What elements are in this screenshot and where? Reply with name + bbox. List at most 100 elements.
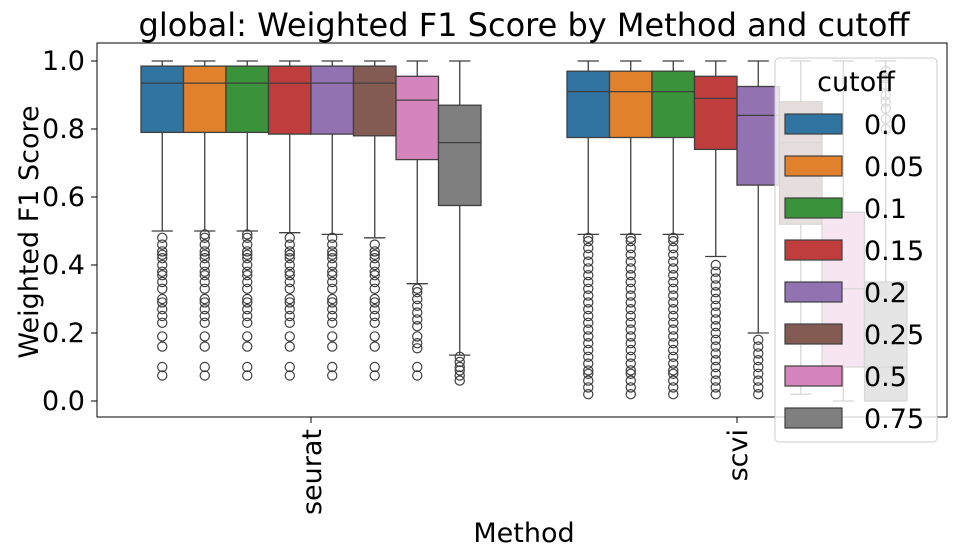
outlier-point	[284, 370, 295, 381]
box-scvi-cutoff-0.15	[693, 60, 738, 258]
legend-swatch	[784, 239, 843, 261]
outlier-point	[710, 307, 721, 318]
y-tick-label: 0.8	[42, 114, 85, 145]
outlier-point	[284, 253, 295, 264]
outlier-point	[284, 297, 295, 308]
outlier-point	[199, 270, 210, 281]
outlier-point	[327, 253, 338, 264]
outlier-point	[157, 304, 168, 315]
outlier-point	[327, 361, 338, 373]
outlier-point	[284, 361, 295, 373]
outlier-point	[369, 310, 380, 322]
outlier-point	[369, 266, 380, 277]
outlier-point	[625, 389, 636, 400]
outlier-point	[710, 266, 721, 277]
legend-swatch	[784, 197, 843, 219]
box-iqr	[395, 75, 440, 161]
outlier-point	[753, 348, 764, 359]
outlier-point	[625, 304, 636, 315]
outlier-point	[369, 304, 380, 315]
outlier-point	[454, 356, 465, 368]
outlier-point	[710, 314, 721, 325]
outlier-point	[753, 355, 764, 366]
outlier-point	[583, 297, 594, 308]
outlier-point	[327, 266, 338, 277]
outlier-point	[668, 249, 679, 260]
plot-frame	[96, 42, 948, 418]
outlier-point	[412, 361, 423, 373]
legend-swatch	[784, 113, 843, 135]
outlier-point	[625, 351, 636, 362]
outlier-point	[157, 270, 168, 281]
legend-label: 0.2	[864, 278, 907, 309]
legend-item-cutoff-0.1: 0.1	[784, 194, 907, 225]
outlier-point	[199, 232, 210, 243]
outlier-point	[710, 389, 721, 400]
outlier-point	[583, 232, 594, 243]
outlier-point	[412, 307, 423, 318]
outlier-point	[327, 283, 338, 294]
y-axis: 0.0 0.2 0.4 0.6 0.8 1.0	[42, 46, 97, 417]
outlier-point	[327, 259, 338, 271]
outlier-point	[668, 263, 679, 274]
outlier-point	[327, 310, 338, 322]
outlier-point	[454, 361, 465, 373]
outlier-point	[625, 283, 636, 294]
outlier-point	[625, 324, 636, 335]
outlier-point	[284, 270, 295, 281]
outlier-point	[284, 304, 295, 315]
legend-item-cutoff-0.75: 0.75	[784, 404, 924, 435]
outlier-point	[668, 310, 679, 322]
outlier-point	[753, 389, 764, 400]
outlier-point	[668, 368, 679, 379]
outlier-point	[583, 249, 594, 260]
outlier-point	[327, 239, 338, 250]
outlier-point	[668, 317, 679, 328]
outlier-point	[412, 338, 423, 349]
outlier-point	[284, 259, 295, 271]
outlier-point	[625, 242, 636, 254]
box-iqr	[352, 65, 397, 137]
outlier-point	[242, 239, 253, 250]
outlier-point	[242, 270, 253, 281]
outlier-point	[625, 310, 636, 322]
outlier-point	[199, 276, 210, 288]
outlier-point	[583, 358, 594, 369]
outlier-point	[327, 249, 338, 260]
outlier-point	[625, 344, 636, 356]
legend-swatch	[784, 323, 843, 345]
outlier-point	[668, 324, 679, 335]
box-iqr	[437, 104, 482, 207]
outlier-point	[753, 334, 764, 345]
legend-label: 0.5	[864, 362, 907, 393]
outlier-point	[369, 249, 380, 260]
outlier-point	[284, 232, 295, 243]
outlier-point	[668, 331, 679, 342]
outlier-point	[583, 235, 594, 247]
outlier-point	[625, 256, 636, 267]
outlier-point	[199, 304, 210, 315]
outlier-point	[199, 259, 210, 271]
outlier-point	[157, 310, 168, 322]
outlier-point	[242, 310, 253, 322]
outlier-point	[284, 310, 295, 322]
outlier-point	[625, 276, 636, 288]
outlier-point	[157, 297, 168, 308]
box-iqr	[182, 65, 227, 134]
outlier-point	[625, 365, 636, 376]
outlier-point	[710, 375, 721, 386]
box-seurat-cutoff-0.75	[437, 60, 482, 356]
box-scvi-cutoff-0.2	[736, 60, 781, 334]
outlier-point	[668, 276, 679, 288]
outlier-point	[753, 341, 764, 352]
outlier-point	[625, 375, 636, 386]
box-seurat-cutoff-0.25	[352, 60, 397, 239]
outlier-point	[157, 370, 168, 381]
legend-swatch	[784, 407, 843, 429]
box-seurat-cutoff-0.0	[140, 60, 185, 232]
box-seurat-cutoff-0.1	[225, 60, 270, 232]
legend-item-cutoff-0.0: 0.0	[784, 110, 907, 141]
outlier-point	[625, 232, 636, 243]
outlier-point	[412, 283, 423, 294]
outlier-point	[242, 246, 253, 257]
